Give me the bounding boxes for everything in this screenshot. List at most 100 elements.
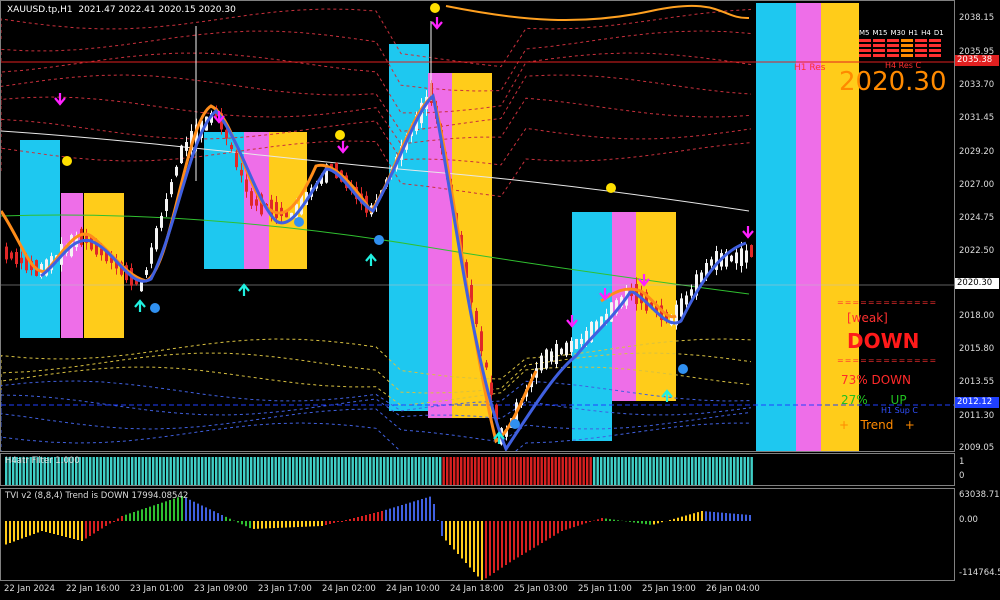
down-percent-label: 73% DOWN [841,373,912,387]
mtf-cell [873,49,885,52]
mtf-header: M15 [872,29,888,37]
candle-body [15,252,18,264]
tvi-histogram-bar [741,514,743,521]
tvi-histogram-bar [97,521,99,531]
atr-filter-bar [180,457,183,485]
atr-filter-bar [484,457,487,485]
blue-swing-line [40,93,747,451]
tvi-axis-top: 63038.718 [959,490,1000,500]
atr-filter-bar [85,457,88,485]
atr-filter-bar [551,457,554,485]
atr-filter-bar [159,457,162,485]
atr-filter-bar [316,457,319,485]
atr-filter-bar [78,457,81,485]
atr-filter-bar [439,457,442,485]
atr-filter-bar [617,457,620,485]
atr-filter-bar [334,457,337,485]
envelope-line [1,118,752,166]
candle-body [100,248,103,256]
tvi-histogram-bar [229,518,231,521]
ohlc-label: 2021.47 2022.41 2020.15 2020.30 [78,5,236,15]
atr-filter-bar [285,457,288,485]
atr-filter-bar [313,457,316,485]
price-axis[interactable]: 2035.38 2020.30 2012.12 2038.15 2035.95 20… [955,0,1000,453]
price-chart-panel[interactable]: XAUUSD.tp,H1 2021.47 2022.41 2020.15 202… [0,0,955,452]
candle-body [140,279,143,292]
envelope-line [1,422,752,451]
atr-filter-bar [131,457,134,485]
zone-box [756,3,796,451]
tvi-histogram-bar [181,496,183,521]
signal-dot [430,3,440,13]
tvi-histogram-bar [533,521,535,548]
atr-filter-bar [215,457,218,485]
atr-filter-bar [75,457,78,485]
atr-filter-bar [512,457,515,485]
tvi-histogram-bar [729,513,731,521]
tvi-histogram-bar [85,521,87,539]
atr-filter-bar [54,457,57,485]
atr-filter-bar [33,457,36,485]
down-arrow-icon [599,288,611,301]
atr-filter-bar [638,457,641,485]
down-arrow-icon [638,274,650,287]
envelope-line [1,30,752,92]
candle-body [475,310,478,325]
atr-filter-bar [89,457,92,485]
h4-res-label: H4 Res C [885,61,922,70]
envelope-line [1,366,752,406]
tvi-histogram-bar [33,521,35,534]
tvi-histogram-bar [721,512,723,521]
atr-filter-bar [22,457,25,485]
tvi-histogram-bar [169,500,171,521]
tvi-histogram-bar [613,519,615,521]
atr-filter-bar [435,457,438,485]
tvi-histogram-bar [377,512,379,521]
time-tick-label: 22 Jan 2024 [4,584,55,594]
tvi-histogram-bar [13,521,15,542]
tvi-histogram-bar [73,521,75,539]
atr-filter-bar [40,457,43,485]
tvi-axis: 63038.718 0.00 -114764.5 [955,488,1000,581]
candle-body [495,404,498,421]
trend-label: + Trend + [839,418,915,432]
atr-filter-bar [19,457,22,485]
atr-filter-bar [239,457,242,485]
envelope-line [1,96,752,145]
tvi-histogram-bar [597,519,599,521]
down-arrow-icon [337,141,349,154]
big-price-label: 2020.30 [839,67,947,97]
atr-filter-bar [610,457,613,485]
atr-filter-bar [729,457,732,485]
tvi-histogram-bar [385,509,387,521]
atr-filter-bar [547,457,550,485]
mtf-header: D1 [933,29,944,37]
tvi-histogram-bar [681,516,683,521]
tvi-histogram-bar [505,521,507,565]
down-arrow-icon [213,111,225,124]
atr-filter-bar [498,457,501,485]
atr-filter-bar [558,457,561,485]
price-chart-canvas[interactable] [1,1,955,452]
tvi-panel[interactable]: TVI v2 (8,8,4) Trend is DOWN 17994.08542 [0,488,955,581]
atr-filter-panel[interactable]: H4atr Filter 1.000 [0,453,955,486]
atr-filter-bar [621,457,624,485]
atr-filter-bar [575,457,578,485]
candle-body [595,321,598,333]
atr-filter-bar [446,457,449,485]
atr-axis-top: 1 [959,457,965,467]
price-tick-label: 2029.20 [959,147,995,157]
symbol-label: XAUUSD.tp,H1 [7,5,73,15]
tvi-histogram-bar [57,521,59,535]
tvi-histogram-bar [309,521,311,527]
tvi-histogram-bar [285,521,287,528]
atr-filter-bar [747,457,750,485]
tvi-histogram-bar [153,505,155,521]
tvi-histogram-bar [245,521,247,527]
candle-body [5,246,8,260]
candle-body [260,194,263,215]
candle-body [240,169,243,176]
price-tick-label: 2027.00 [959,180,995,190]
mtf-header: M30 [890,29,906,37]
tvi-histogram-bar [161,502,163,521]
